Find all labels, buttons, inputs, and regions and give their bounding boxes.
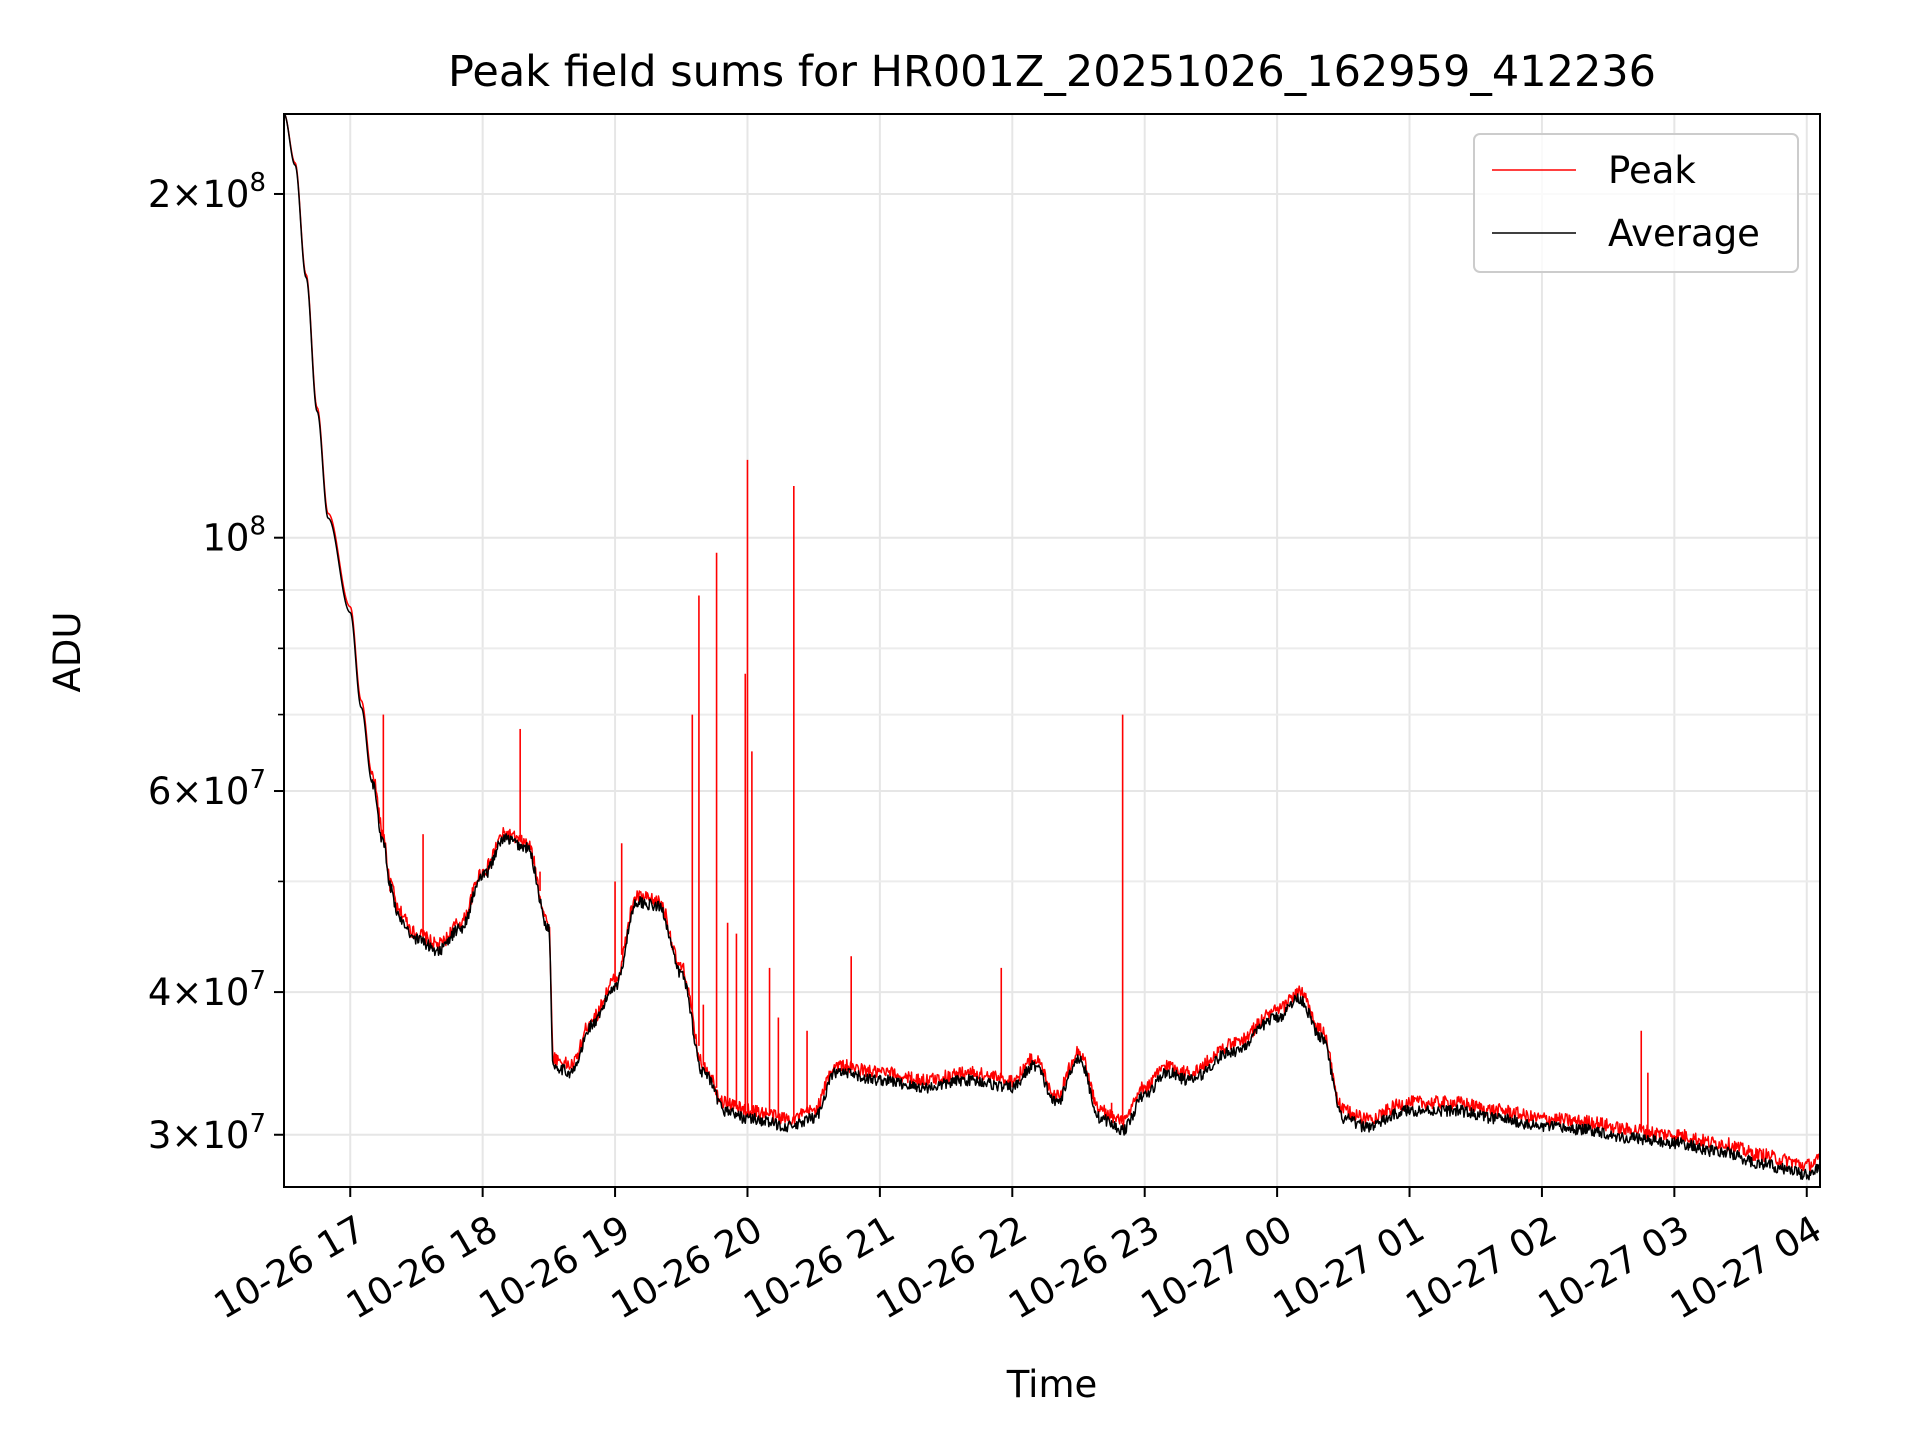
y-tick-label: 6×107 (148, 765, 266, 813)
plot-area (284, 114, 1820, 1181)
series-line-average (284, 114, 1820, 1181)
y-tick-label: 3×107 (148, 1109, 266, 1157)
x-axis-label: Time (1006, 1363, 1098, 1406)
y-axis: 3×107 4×107 6×107 108 2×108 (148, 168, 284, 1157)
legend-label-peak: Peak (1608, 149, 1696, 192)
y-tick-label: 108 (202, 512, 266, 560)
legend-frame (1473, 133, 1799, 273)
grid-layer (284, 114, 1820, 1187)
y-tick-label: 4×107 (148, 966, 266, 1014)
y-tick-label: 2×108 (148, 168, 266, 216)
series-layer (284, 114, 1820, 1181)
legend: Peak Average (1473, 133, 1799, 273)
y-axis-label: ADU (46, 612, 89, 693)
chart-title: Peak field sums for HR001Z_20251026_1629… (448, 47, 1656, 97)
legend-label-average: Average (1608, 212, 1760, 255)
plot-frame (283, 113, 1821, 1188)
series-line-peak (284, 114, 1820, 1173)
